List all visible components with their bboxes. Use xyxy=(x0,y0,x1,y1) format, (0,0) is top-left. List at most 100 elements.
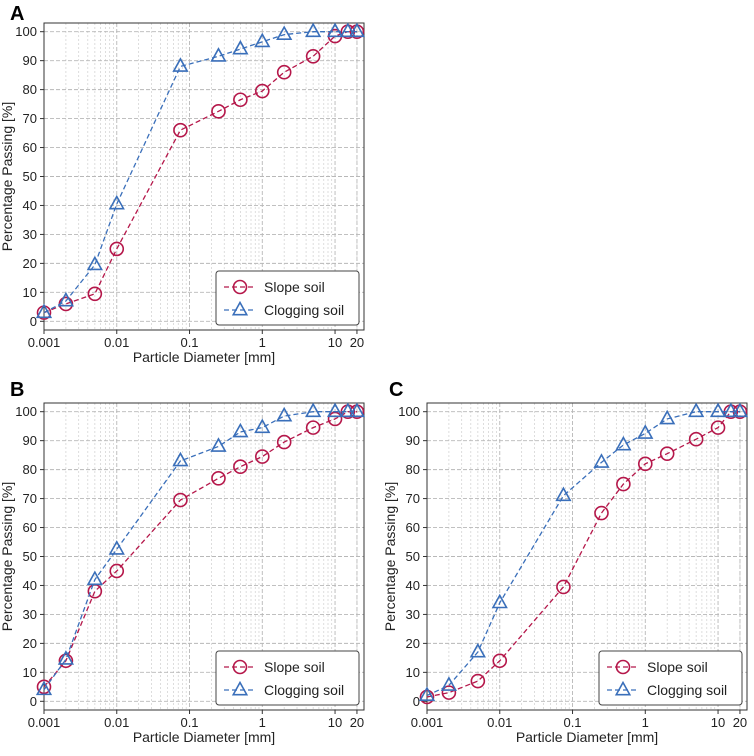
x-axis-label: Particle Diameter [mm] xyxy=(133,729,275,745)
chart-panel-b: B 0.001 0.01 0.1 1 10 20 0 10 20 30 40 50 60 70 80 90 100… xyxy=(0,379,366,745)
y-tick-label: 0 xyxy=(30,314,37,329)
y-tick-label: 50 xyxy=(23,549,37,564)
series-line xyxy=(43,411,357,688)
data-point xyxy=(555,486,572,502)
y-tick-label: 40 xyxy=(406,578,420,593)
legend-box xyxy=(215,270,360,326)
series-line xyxy=(426,411,740,697)
data-point xyxy=(36,679,52,695)
x-tick-label: 10 xyxy=(711,715,725,730)
y-tick-label: 100 xyxy=(15,24,37,39)
y-tick-label: 10 xyxy=(406,665,420,680)
data-point xyxy=(491,593,508,609)
legend: Slope soil Clogging soil xyxy=(215,650,360,706)
data-point xyxy=(593,453,610,468)
y-tick-label: 70 xyxy=(23,111,37,126)
legend-marker xyxy=(232,279,248,295)
y-tick-label: 20 xyxy=(406,636,420,651)
data-point xyxy=(232,39,249,55)
y-tick-label: 20 xyxy=(23,256,37,271)
data-point xyxy=(637,456,653,472)
y-tick-label: 30 xyxy=(23,607,37,622)
data-point xyxy=(172,57,189,72)
data-point xyxy=(305,420,321,435)
data-point xyxy=(173,122,188,138)
y-tick-label: 60 xyxy=(23,140,37,155)
y-axis-label: Percentage Passing [%] xyxy=(0,102,15,251)
y-axis-label: Percentage Passing [%] xyxy=(382,482,398,631)
data-point xyxy=(710,420,726,435)
data-point xyxy=(109,563,125,579)
data-point xyxy=(86,255,103,271)
data-point xyxy=(232,422,249,438)
data-point xyxy=(688,402,705,418)
x-tick-label: 0.001 xyxy=(28,715,61,730)
legend-label: Clogging soil xyxy=(647,682,727,698)
x-tick-label: 0.01 xyxy=(487,715,512,730)
data-point xyxy=(35,303,53,319)
data-point xyxy=(492,653,508,669)
legend-marker xyxy=(232,659,248,675)
data-point xyxy=(86,570,103,586)
data-point xyxy=(659,409,676,425)
x-axis-label: Particle Diameter [mm] xyxy=(516,729,658,745)
series-line xyxy=(43,31,357,314)
x-tick-label: 0.01 xyxy=(104,715,129,730)
data-point xyxy=(57,650,75,665)
y-tick-label: 10 xyxy=(23,285,37,300)
x-tick-label: 20 xyxy=(350,335,364,350)
y-tick-label: 80 xyxy=(23,82,37,97)
data-point xyxy=(327,411,343,427)
x-tick-label: 0.1 xyxy=(180,335,198,350)
data-point xyxy=(637,424,654,439)
y-tick-label: 60 xyxy=(23,520,37,535)
data-point xyxy=(594,505,609,521)
panel-label: C xyxy=(389,379,403,401)
data-point xyxy=(470,673,486,689)
y-tick-label: 60 xyxy=(406,520,420,535)
y-tick-label: 70 xyxy=(406,491,420,506)
y-tick-label: 40 xyxy=(23,578,37,593)
data-point xyxy=(57,291,75,307)
data-point xyxy=(233,459,248,475)
data-point xyxy=(58,653,74,669)
data-point xyxy=(469,642,486,658)
data-point xyxy=(276,64,292,80)
data-point xyxy=(556,579,571,595)
data-point xyxy=(709,402,727,418)
legend: Slope soil Clogging soil xyxy=(215,270,360,326)
x-tick-label: 1 xyxy=(259,335,266,350)
data-point xyxy=(731,402,749,418)
y-tick-label: 0 xyxy=(30,694,37,709)
data-point xyxy=(418,686,436,701)
legend-label: Clogging soil xyxy=(264,302,344,318)
legend-marker xyxy=(231,300,249,316)
legend-marker xyxy=(231,680,249,696)
series-clogging-soil xyxy=(35,402,366,696)
y-tick-label: 30 xyxy=(23,227,37,242)
chart-panel-a: A 0.001 0.01 0.1 1 10 20 0 10 20 30 40 50 60 70 80 90 100… xyxy=(0,3,366,365)
legend: Slope soil Clogging soil xyxy=(598,650,743,706)
data-point xyxy=(441,685,457,700)
data-point xyxy=(722,402,739,418)
legend-box xyxy=(598,650,743,706)
data-point xyxy=(688,431,704,447)
data-point xyxy=(440,676,458,691)
data-point xyxy=(108,540,125,555)
x-tick-label: 20 xyxy=(350,715,364,730)
data-point xyxy=(233,92,248,108)
y-tick-label: 90 xyxy=(406,433,420,448)
panel-label: A xyxy=(10,3,24,25)
data-point xyxy=(87,286,103,302)
x-tick-label: 0.01 xyxy=(104,335,129,350)
chart-panel-c: C 0.001 0.01 0.1 1 10 20 0 10 20 30 40 50 60 70 80 90 100… xyxy=(382,379,749,745)
y-tick-label: 10 xyxy=(23,665,37,680)
data-point xyxy=(254,449,270,464)
y-tick-label: 20 xyxy=(23,636,37,651)
legend-marker xyxy=(615,659,631,675)
series-line xyxy=(43,31,357,314)
data-point xyxy=(305,49,321,64)
y-tick-label: 30 xyxy=(406,607,420,622)
x-tick-label: 1 xyxy=(642,715,649,730)
